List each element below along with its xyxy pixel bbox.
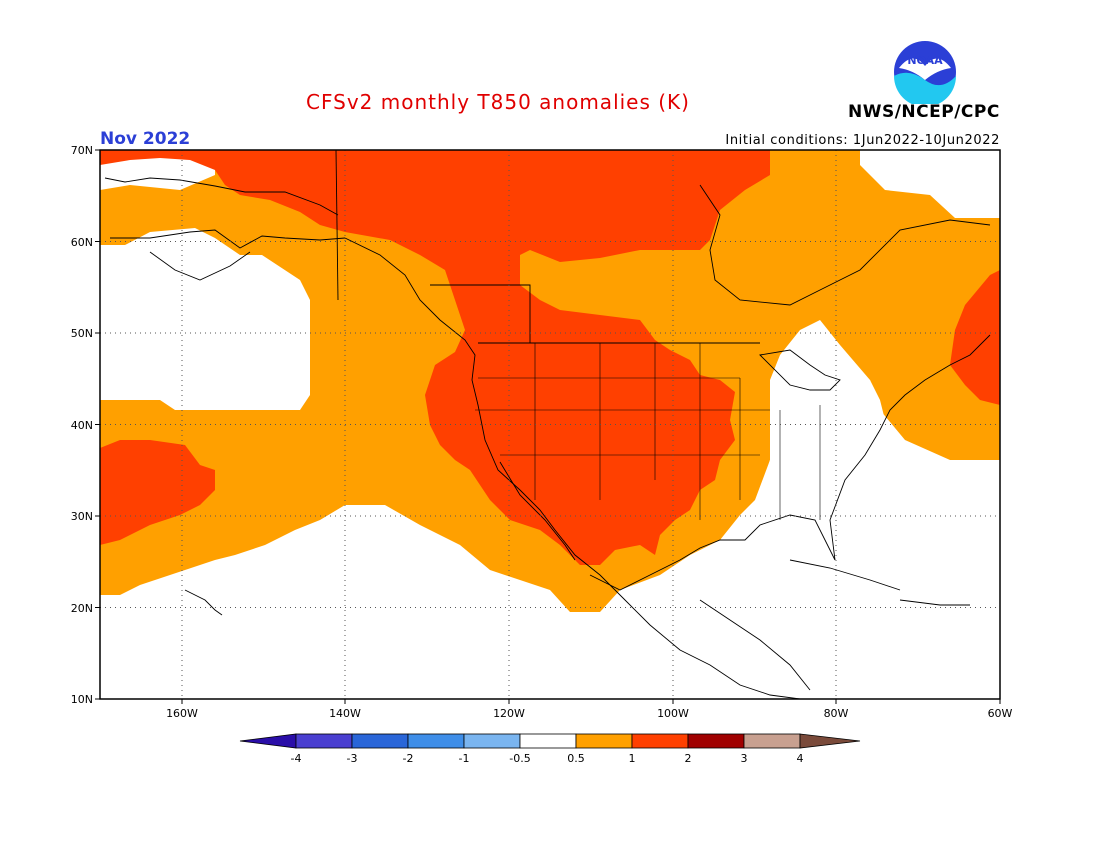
colorbar-label: -0.5	[509, 752, 530, 765]
lon-label: 140W	[329, 707, 361, 720]
lon-label: 120W	[493, 707, 525, 720]
lon-label: 80W	[824, 707, 849, 720]
colorbar-swatch	[743, 733, 801, 749]
colorbar-swatch	[687, 733, 745, 749]
anomaly-neutral-southeast	[640, 355, 1000, 699]
forecast-month: Nov 2022	[100, 129, 191, 149]
colorbar-swatch-low	[239, 733, 297, 749]
colorbar-swatch	[351, 733, 409, 749]
anomaly-neutral-arctic-ne	[860, 150, 1000, 218]
colorbar-label: 3	[741, 752, 748, 765]
colorbar-label: -3	[347, 752, 358, 765]
coastlines	[104, 150, 991, 699]
colorbar-label: -4	[291, 752, 302, 765]
lon-label: 60W	[988, 707, 1013, 720]
lat-label: 40N	[71, 419, 93, 432]
graticule	[100, 150, 1000, 699]
anomaly-red-pacific-south	[100, 440, 215, 545]
colorbar-label: -1	[459, 752, 470, 765]
logo-text: NOAA	[907, 54, 943, 67]
colorbar-swatch	[463, 733, 521, 749]
colorbar-swatch	[631, 733, 689, 749]
chart-title: CFSv2 monthly T850 anomalies (K)	[306, 90, 690, 114]
lat-label: 10N	[71, 693, 93, 706]
agency-label: NWS/NCEP/CPC	[848, 102, 1000, 122]
colorbar: -4 -3 -2 -1 -0.5 0.5 1 2 3 4	[239, 733, 861, 765]
lat-label: 70N	[71, 144, 93, 157]
initial-conditions: Initial conditions: 1Jun2022-10Jun2022	[725, 133, 1000, 148]
anomaly-neutral-pacific	[100, 228, 310, 410]
noaa-logo: NOAA	[894, 41, 956, 104]
colorbar-swatch	[575, 733, 633, 749]
colorbar-swatch	[519, 733, 577, 749]
lon-label: 160W	[166, 707, 198, 720]
state-borders	[475, 343, 821, 520]
colorbar-label: 4	[797, 752, 804, 765]
colorbar-swatch-high	[799, 733, 861, 749]
colorbar-swatch	[407, 733, 465, 749]
lat-label: 50N	[71, 327, 93, 340]
anomaly-red-north	[100, 150, 770, 565]
colorbar-label: -2	[403, 752, 414, 765]
colorbar-label: 1	[629, 752, 636, 765]
colorbar-swatch	[295, 733, 353, 749]
anomaly-red-east	[950, 270, 1000, 405]
colorbar-label: 2	[685, 752, 692, 765]
lat-label: 60N	[71, 236, 93, 249]
lat-label: 30N	[71, 510, 93, 523]
colorbar-label: 0.5	[567, 752, 585, 765]
lon-label: 100W	[657, 707, 689, 720]
lat-label: 20N	[71, 602, 93, 615]
